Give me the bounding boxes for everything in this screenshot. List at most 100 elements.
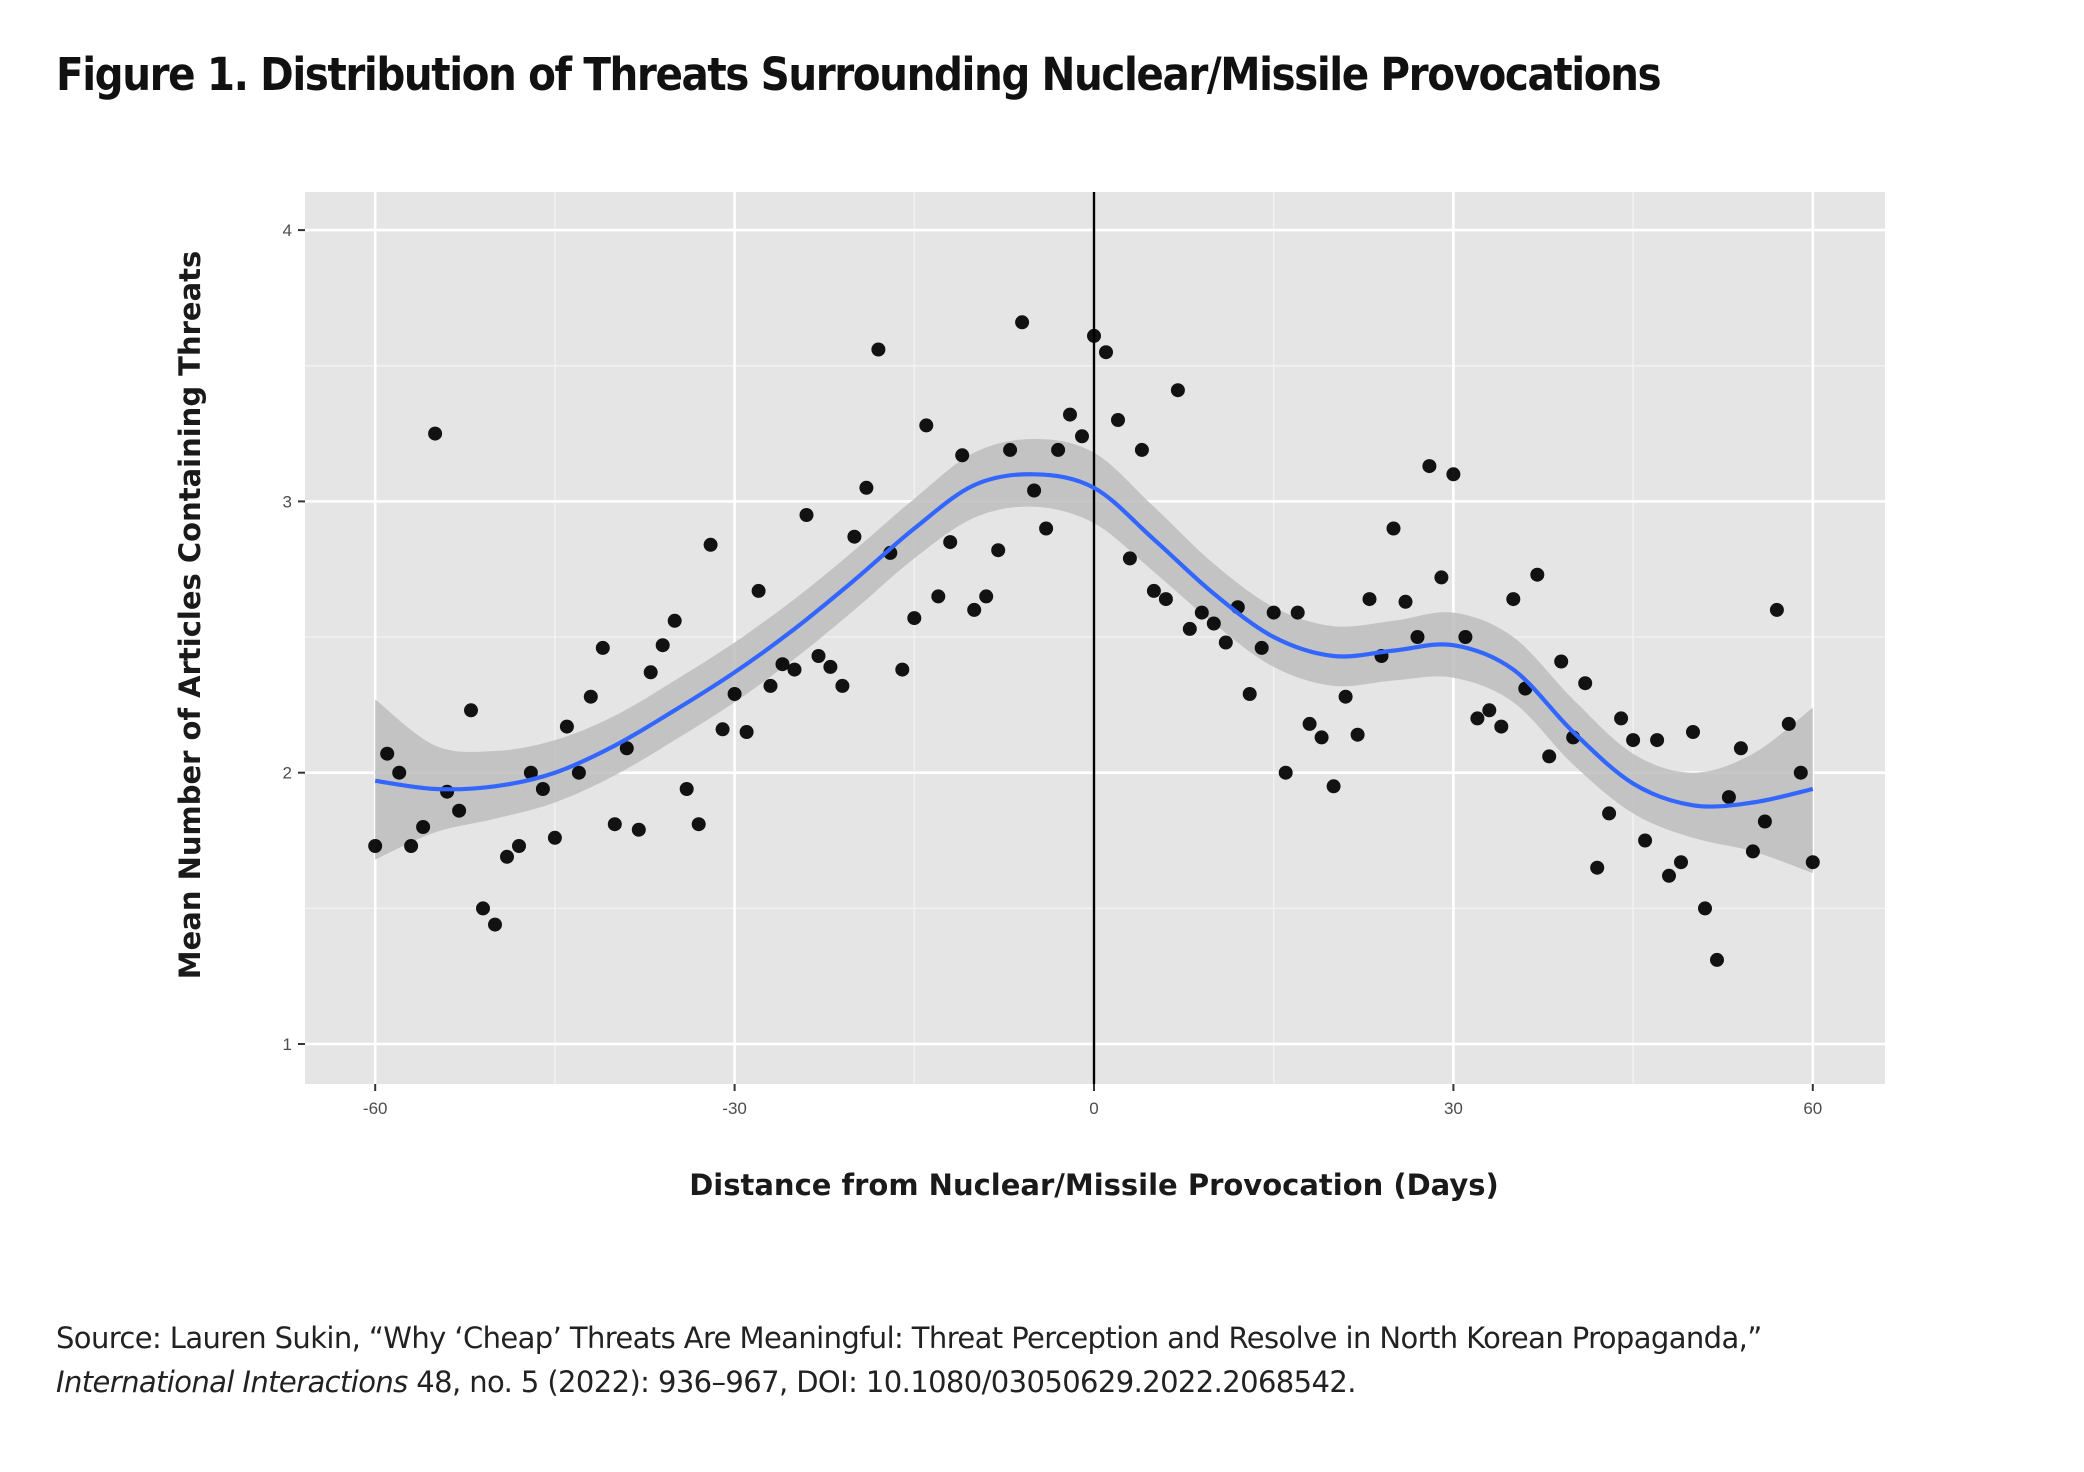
data-point <box>835 678 850 693</box>
data-point <box>847 529 862 544</box>
data-point <box>931 589 946 604</box>
data-point <box>943 535 958 550</box>
data-point <box>1218 635 1233 650</box>
data-point <box>859 480 874 495</box>
data-point <box>380 746 395 761</box>
data-point <box>1015 315 1030 330</box>
data-point <box>1674 855 1688 870</box>
data-point <box>667 613 682 628</box>
data-point <box>1494 719 1509 734</box>
data-point <box>416 820 431 834</box>
data-point <box>607 817 622 832</box>
data-point <box>1290 605 1305 620</box>
data-point <box>1410 630 1425 644</box>
data-point <box>1721 790 1736 805</box>
data-point <box>763 678 778 693</box>
x-tick-label: -30 <box>722 1099 747 1118</box>
data-point <box>655 638 670 653</box>
data-point <box>979 589 994 604</box>
data-point <box>1698 901 1712 916</box>
data-point <box>1530 567 1545 582</box>
y-tick-label: 1 <box>283 1035 292 1054</box>
data-point <box>895 662 910 677</box>
data-point <box>1278 765 1293 780</box>
x-tick-label: -60 <box>363 1099 388 1118</box>
data-point <box>1482 703 1497 718</box>
data-point <box>1757 814 1772 829</box>
data-point <box>1182 621 1197 636</box>
data-point <box>1158 592 1173 607</box>
data-point <box>1338 689 1353 704</box>
x-axis-label: Distance from Nuclear/Missile Provocatio… <box>689 1168 1499 1202</box>
data-point <box>571 765 586 780</box>
data-point <box>811 649 826 663</box>
data-point <box>1254 640 1269 655</box>
data-point <box>1146 583 1161 598</box>
data-point <box>404 839 419 853</box>
data-point <box>476 901 490 916</box>
data-point <box>1769 602 1784 617</box>
data-point <box>1446 467 1461 482</box>
x-tick-label: 0 <box>1089 1099 1098 1118</box>
data-point <box>1003 442 1018 457</box>
data-point <box>428 426 443 441</box>
data-point <box>1039 521 1054 536</box>
data-point <box>715 722 730 737</box>
source-line-1: Source: Lauren Sukin, “Why ‘Cheap’ Threa… <box>56 1321 1762 1355</box>
data-point <box>1266 605 1281 620</box>
data-point <box>1170 383 1185 398</box>
data-point <box>1506 592 1521 607</box>
data-point <box>823 659 838 674</box>
data-points <box>368 315 1820 967</box>
data-point <box>703 537 718 552</box>
data-point <box>1781 716 1796 731</box>
data-point <box>368 839 383 853</box>
data-point <box>727 687 742 701</box>
data-point <box>1470 711 1485 726</box>
data-point <box>1314 730 1329 745</box>
data-point <box>1793 765 1808 780</box>
data-point <box>1710 952 1724 967</box>
data-point <box>1434 570 1449 585</box>
data-point <box>1686 725 1700 739</box>
data-point <box>392 765 407 780</box>
y-axis-label: Mean Number of Articles Containing Threa… <box>173 250 207 980</box>
data-point <box>643 665 658 680</box>
data-point <box>1027 483 1042 498</box>
x-tick-label: 60 <box>1803 1099 1822 1118</box>
data-point <box>1134 442 1149 457</box>
data-point <box>440 784 455 799</box>
data-point <box>751 583 766 598</box>
data-point <box>559 719 574 734</box>
data-point <box>1326 779 1341 794</box>
data-point <box>1302 716 1317 731</box>
data-point <box>1194 605 1209 620</box>
data-point <box>1733 741 1748 756</box>
data-point <box>1805 855 1820 870</box>
y-tick-label: 3 <box>283 492 292 511</box>
data-point <box>1063 407 1077 422</box>
data-point <box>1422 459 1437 474</box>
data-point <box>991 543 1006 558</box>
data-point <box>1458 630 1473 644</box>
source-journal: International Interactions <box>56 1365 408 1399</box>
data-point <box>1745 844 1760 859</box>
source-line-2: International Interactions 48, no. 5 (20… <box>56 1360 1762 1404</box>
data-point <box>1578 676 1593 691</box>
x-axis: -60 -30 0 30 60 <box>363 1084 1822 1118</box>
data-point <box>907 611 922 626</box>
data-point <box>955 448 970 463</box>
y-tick-label: 4 <box>283 221 292 240</box>
data-point <box>523 765 538 780</box>
data-point <box>464 703 478 718</box>
data-point <box>1075 429 1089 444</box>
data-point <box>1614 711 1629 726</box>
data-point <box>1242 687 1257 701</box>
data-point <box>799 508 814 522</box>
data-point <box>512 839 526 853</box>
data-point <box>488 917 502 932</box>
data-point <box>1206 616 1221 631</box>
data-point <box>871 342 886 357</box>
data-point <box>535 782 550 796</box>
data-point <box>1626 733 1641 748</box>
